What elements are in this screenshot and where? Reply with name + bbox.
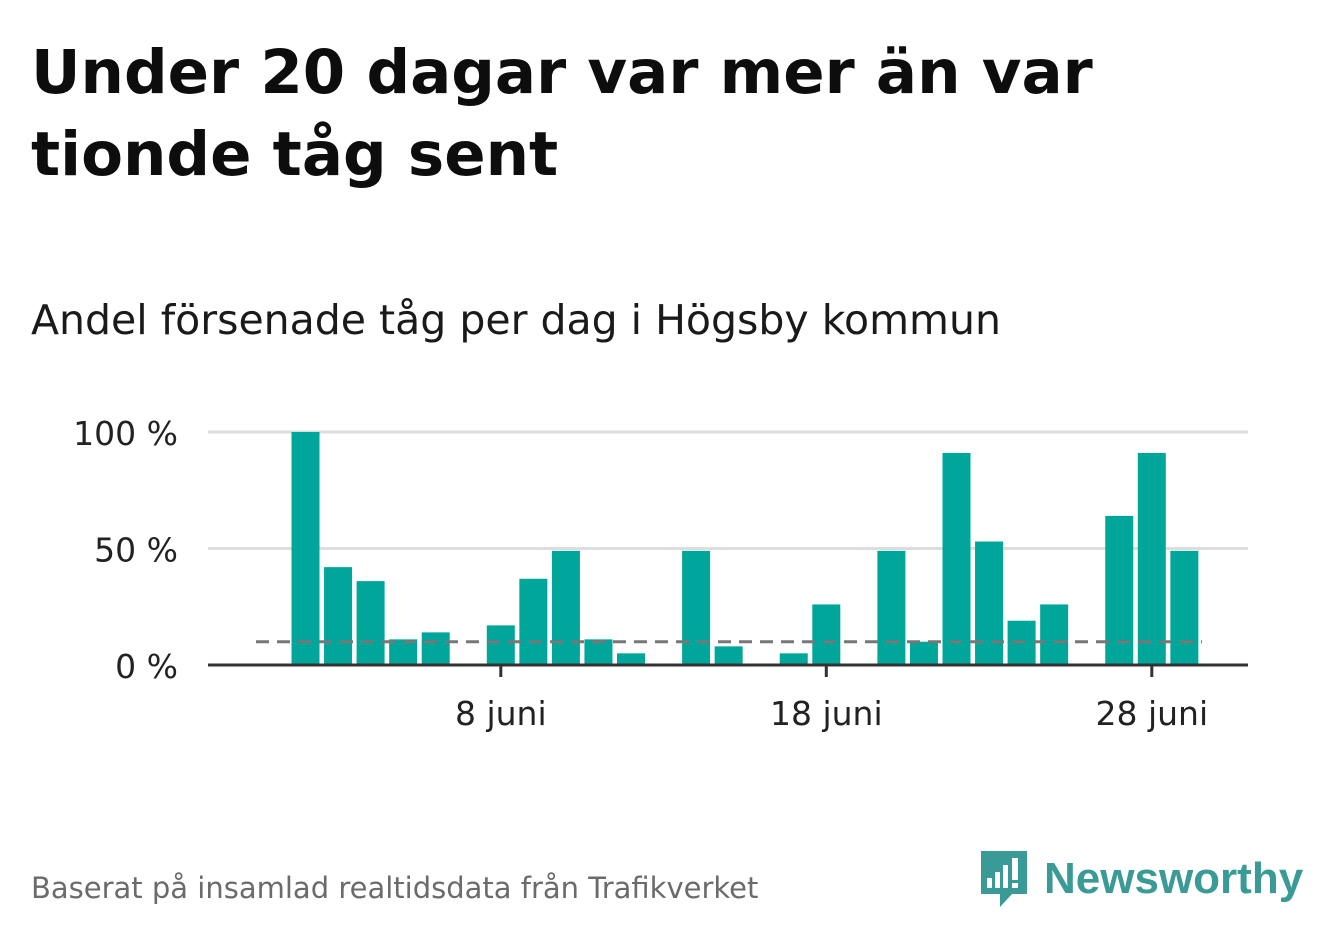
bar	[324, 567, 353, 665]
bar	[909, 641, 938, 665]
bar	[617, 653, 645, 665]
brand-name: Newsworthy	[1044, 854, 1304, 903]
bar	[1170, 550, 1199, 665]
y-tick-label: 100 %	[73, 414, 178, 453]
bar	[1105, 515, 1134, 665]
bar	[519, 578, 548, 665]
newsworthy-brand[interactable]: Newsworthy	[978, 846, 1303, 912]
bar	[356, 581, 385, 665]
bars	[291, 432, 1199, 665]
bar	[877, 550, 906, 665]
chart-subtitle: Andel försenade tåg per dag i Högsby kom…	[31, 296, 1001, 344]
x-tick-label: 18 juni	[770, 694, 883, 733]
y-tick-label: 50 %	[94, 531, 178, 570]
bar	[551, 550, 580, 665]
bar	[942, 452, 971, 665]
bar	[779, 653, 808, 665]
x-axis-tick-labels: 8 juni 18 juni 28 juni	[455, 694, 1208, 733]
x-axis	[208, 663, 1248, 677]
bar	[714, 646, 743, 665]
source-note: Baserat på insamlad realtidsdata från Tr…	[31, 871, 759, 905]
newsworthy-logo-icon	[981, 851, 1027, 907]
bar	[421, 632, 450, 665]
chart-title: Under 20 dagar var mer än var tionde tåg…	[31, 37, 1093, 190]
y-tick-label: 0 %	[115, 647, 178, 686]
bar	[682, 550, 711, 665]
x-tick-label: 8 juni	[455, 694, 547, 733]
x-tick-label: 28 juni	[1095, 694, 1208, 733]
bar	[584, 639, 613, 665]
bar	[812, 604, 841, 665]
gridlines	[208, 430, 1248, 550]
bar	[486, 625, 515, 665]
bar	[1137, 452, 1166, 665]
bar	[1040, 604, 1069, 665]
y-axis-tick-labels: 0 % 50 % 100 %	[73, 414, 178, 686]
bar	[975, 541, 1004, 665]
bar	[291, 432, 320, 665]
bar	[389, 639, 418, 665]
